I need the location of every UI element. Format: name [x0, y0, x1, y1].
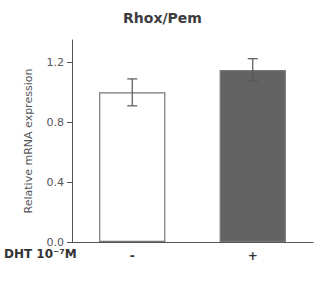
svg-text:0.4: 0.4 [47, 176, 65, 189]
svg-text:1.2: 1.2 [47, 56, 65, 69]
svg-text:0.0: 0.0 [47, 236, 65, 249]
svg-text:Relative mRNA expression: Relative mRNA expression [22, 69, 35, 214]
svg-text:Rhox/Pem: Rhox/Pem [123, 10, 202, 26]
svg-text:0.8: 0.8 [47, 116, 65, 129]
svg-text:-: - [130, 249, 135, 263]
svg-text:DHT 10⁻⁷M: DHT 10⁻⁷M [4, 247, 77, 261]
svg-text:+: + [248, 249, 258, 263]
